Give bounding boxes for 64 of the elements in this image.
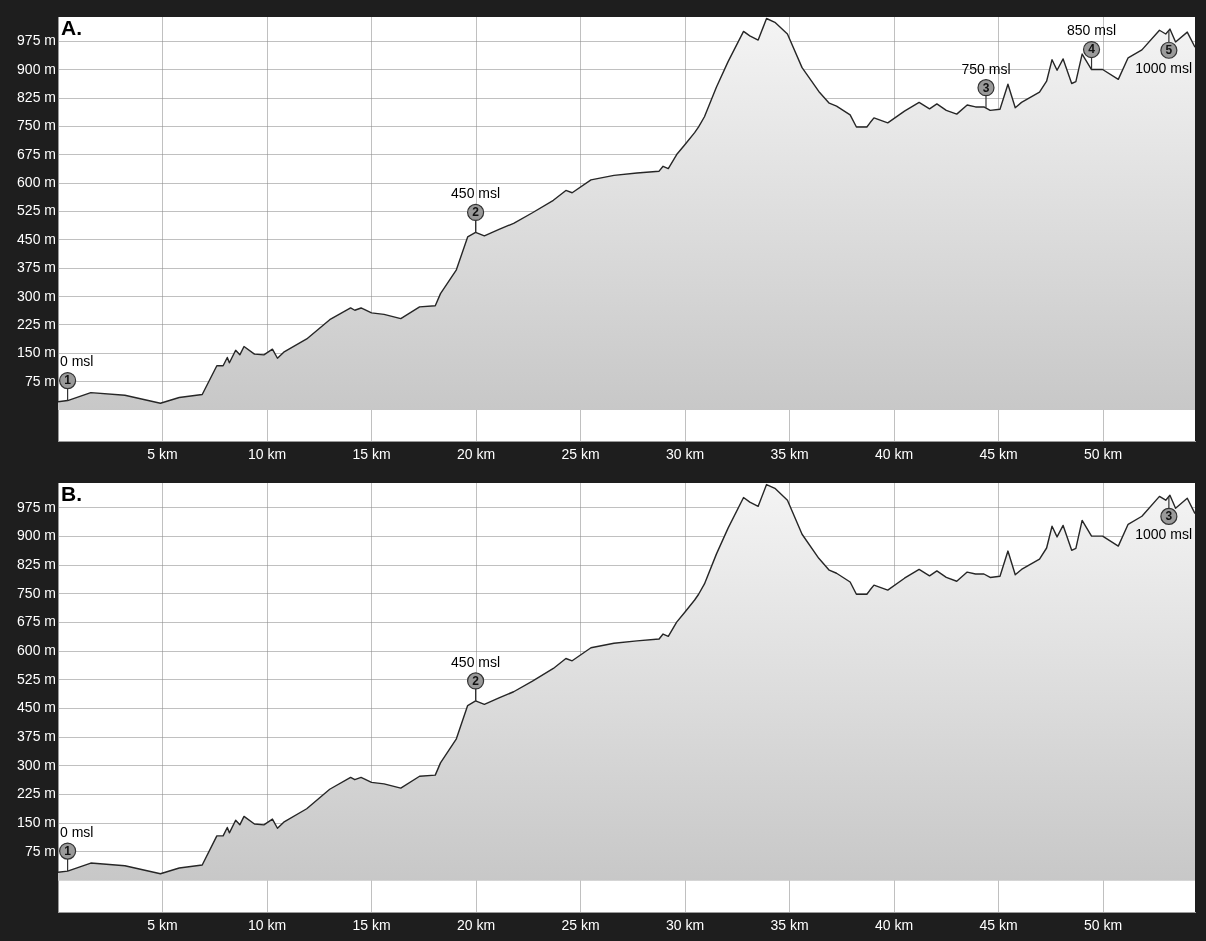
x-tick-label: 25 km	[561, 446, 600, 463]
x-tick-label: 50 km	[1083, 446, 1123, 463]
x-tick-label: 5 km	[147, 446, 178, 463]
x-tick-label: 35 km	[770, 446, 809, 463]
x-tick-label: 20 km	[456, 917, 496, 934]
y-tick-label: 225 m	[17, 315, 56, 332]
annotation: 450 msl	[451, 653, 501, 670]
y-tick-label: 300 m	[17, 756, 56, 773]
x-tick-label: 15 km	[352, 446, 391, 463]
annotation: 1	[64, 843, 72, 858]
y-tick-label: 150 m	[17, 344, 56, 361]
annotation: 750 msl	[961, 60, 1011, 77]
annotation: 0 msl	[60, 353, 94, 370]
y-tick-label: 750 m	[17, 117, 56, 134]
y-tick-label: 450 m	[17, 699, 56, 716]
y-tick-label: 975 m	[17, 32, 56, 49]
y-tick-label: 975 m	[17, 498, 56, 515]
y-tick-label: 525 m	[17, 670, 56, 687]
x-tick-label: 45 km	[979, 446, 1018, 463]
annotation: 1	[64, 373, 72, 388]
x-tick-label: 10 km	[247, 446, 287, 463]
y-tick-label: 375 m	[17, 728, 56, 745]
y-tick-label: 750 m	[17, 584, 56, 601]
annotation: 2	[472, 205, 480, 220]
annotation: 850 msl	[1067, 22, 1117, 39]
x-tick-label: 10 km	[247, 917, 287, 934]
y-tick-label: 675 m	[17, 613, 56, 630]
x-tick-label: 45 km	[979, 917, 1018, 934]
x-tick-label: 25 km	[561, 917, 600, 934]
x-tick-label: 5 km	[147, 917, 178, 934]
annotation: 1000 msl	[1135, 60, 1192, 77]
x-tick-label: 15 km	[352, 917, 391, 934]
annotation: 3	[982, 80, 990, 95]
y-tick-label: 600 m	[17, 174, 56, 191]
chart-title: A.	[61, 16, 82, 40]
x-tick-label: 30 km	[665, 917, 705, 934]
x-tick-label: 30 km	[665, 446, 705, 463]
y-tick-label: 675 m	[17, 145, 56, 162]
y-tick-label: 150 m	[17, 814, 56, 831]
x-tick-label: 40 km	[874, 917, 914, 934]
y-tick-label: 225 m	[17, 785, 56, 802]
annotation: 2	[472, 673, 480, 688]
y-tick-label: 525 m	[17, 202, 56, 219]
y-tick-label: 375 m	[17, 259, 56, 276]
y-tick-label: 900 m	[17, 527, 56, 544]
annotation: 3	[1165, 509, 1173, 524]
y-tick-label: 75 m	[24, 842, 56, 859]
chart-title: B.	[61, 482, 82, 506]
y-tick-label: 825 m	[17, 89, 56, 106]
x-tick-label: 20 km	[456, 446, 496, 463]
x-tick-label: 40 km	[874, 446, 914, 463]
y-tick-label: 600 m	[17, 642, 56, 659]
annotation: 0 msl	[60, 823, 94, 840]
annotation: 4	[1088, 42, 1096, 57]
y-tick-label: 825 m	[17, 556, 56, 573]
y-tick-label: 450 m	[17, 230, 56, 247]
y-tick-label: 75 m	[24, 372, 56, 389]
x-tick-label: 35 km	[770, 917, 809, 934]
y-tick-label: 900 m	[17, 60, 56, 77]
x-tick-label: 50 km	[1083, 917, 1123, 934]
y-tick-label: 300 m	[17, 287, 56, 304]
annotation: 450 msl	[451, 185, 501, 202]
annotation: 5	[1165, 43, 1173, 58]
annotation: 1000 msl	[1135, 526, 1192, 543]
